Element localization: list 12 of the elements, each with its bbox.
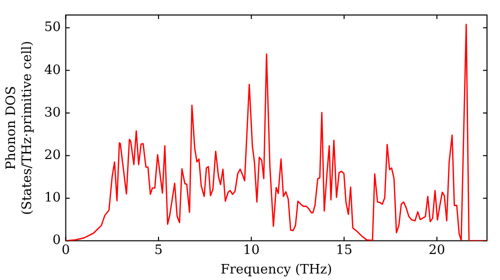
y-axis-title: Phonon DOS (States/THz·primitive cell) — [4, 40, 35, 215]
x-tick-label: 15 — [336, 242, 352, 258]
x-tick-label: 10 — [243, 242, 260, 258]
y-tick-label: 50 — [44, 20, 61, 36]
x-tick-label: 20 — [428, 242, 446, 258]
y-tick-label: 10 — [44, 190, 61, 206]
x-tick-label: 5 — [154, 242, 163, 258]
x-axis-title: Frequency (THz) — [220, 262, 332, 278]
y-tick-label: 30 — [44, 105, 61, 120]
y-tick-label: 20 — [44, 148, 61, 163]
y-tick-label: 40 — [44, 62, 61, 78]
y-tick-label: 0 — [52, 233, 61, 248]
